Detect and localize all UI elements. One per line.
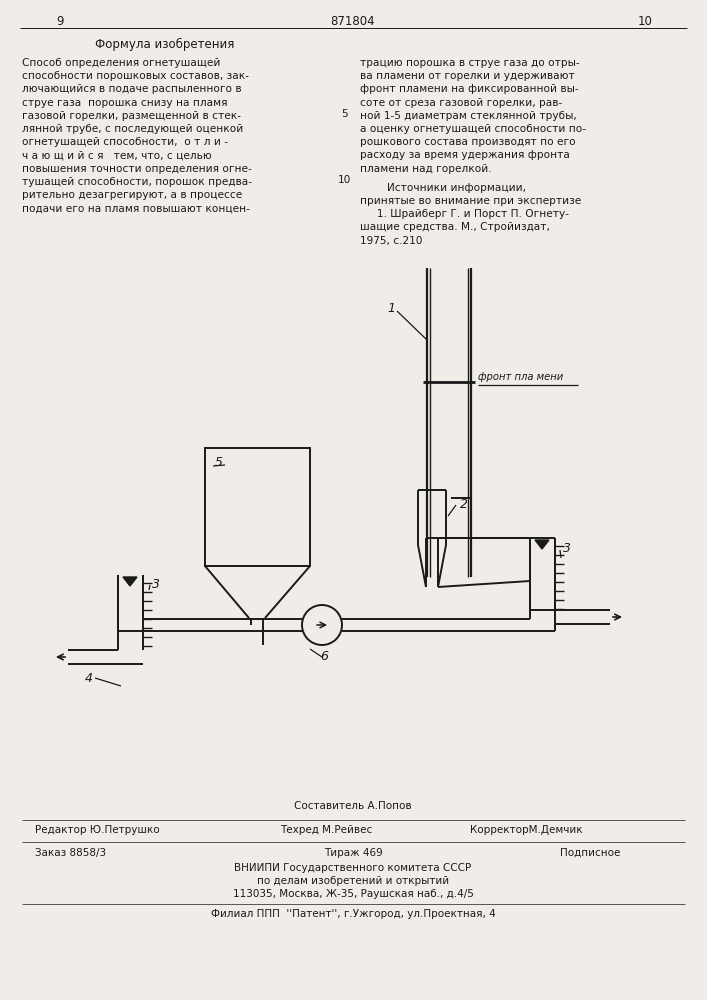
Text: фронт пла мени: фронт пла мени <box>478 372 563 382</box>
Text: 9: 9 <box>57 15 64 28</box>
Text: лянной трубе, с последующей оценкой: лянной трубе, с последующей оценкой <box>22 124 243 134</box>
Text: Филиал ППП  ''Патент'', г.Ужгород, ул.Проектная, 4: Филиал ППП ''Патент'', г.Ужгород, ул.Про… <box>211 909 496 919</box>
Text: 4: 4 <box>85 672 93 685</box>
Polygon shape <box>123 577 137 586</box>
Text: Формула изобретения: Формула изобретения <box>95 38 235 51</box>
Text: Тираж 469: Тираж 469 <box>324 848 382 858</box>
Text: Источники информации,: Источники информации, <box>360 183 526 193</box>
Text: принятые во внимание при экспертизе: принятые во внимание при экспертизе <box>360 196 581 206</box>
Text: ч а ю щ и й с я   тем, что, с целью: ч а ю щ и й с я тем, что, с целью <box>22 150 212 160</box>
Text: 2: 2 <box>460 498 468 511</box>
Text: ной 1-5 диаметрам стеклянной трубы,: ной 1-5 диаметрам стеклянной трубы, <box>360 111 577 121</box>
Text: подачи его на пламя повышают концен-: подачи его на пламя повышают концен- <box>22 203 250 213</box>
Text: пламени над горелкой.: пламени над горелкой. <box>360 164 491 174</box>
Text: Способ определения огнетушащей: Способ определения огнетушащей <box>22 58 221 68</box>
Text: Подписное: Подписное <box>560 848 620 858</box>
Text: 1975, с.210: 1975, с.210 <box>360 236 423 246</box>
Text: лючающийся в подаче распыленного в: лючающийся в подаче распыленного в <box>22 84 242 94</box>
Text: Составитель А.Попов: Составитель А.Попов <box>294 801 411 811</box>
Text: 6: 6 <box>320 650 328 663</box>
Text: 3: 3 <box>152 578 160 591</box>
Text: по делам изобретений и открытий: по делам изобретений и открытий <box>257 876 449 886</box>
Text: расходу за время удержания фронта: расходу за время удержания фронта <box>360 150 570 160</box>
Text: КорректорМ.Демчик: КорректорМ.Демчик <box>470 825 583 835</box>
Text: ВНИИПИ Государственного комитета СССР: ВНИИПИ Государственного комитета СССР <box>235 863 472 873</box>
Text: 1. Шрайберг Г. и Порст П. Огнету-: 1. Шрайберг Г. и Порст П. Огнету- <box>360 209 569 219</box>
Text: 113035, Москва, Ж-35, Раушская наб., д.4/5: 113035, Москва, Ж-35, Раушская наб., д.4… <box>233 889 474 899</box>
Text: Техред М.Рейвес: Техред М.Рейвес <box>280 825 373 835</box>
Polygon shape <box>535 540 549 549</box>
Text: 10: 10 <box>638 15 653 28</box>
Text: ва пламени от горелки и удерживают: ва пламени от горелки и удерживают <box>360 71 575 81</box>
Text: тушащей способности, порошок предва-: тушащей способности, порошок предва- <box>22 177 252 187</box>
Text: 10: 10 <box>339 175 351 185</box>
Text: а оценку огнетушащей способности по-: а оценку огнетушащей способности по- <box>360 124 586 134</box>
Text: струе газа  порошка снизу на пламя: струе газа порошка снизу на пламя <box>22 98 228 108</box>
Text: Редактор Ю.Петрушко: Редактор Ю.Петрушко <box>35 825 160 835</box>
Text: огнетушащей способности,  о т л и -: огнетушащей способности, о т л и - <box>22 137 228 147</box>
Text: шащие средства. М., Стройиздат,: шащие средства. М., Стройиздат, <box>360 222 550 232</box>
Text: Заказ 8858/3: Заказ 8858/3 <box>35 848 106 858</box>
Text: рошкового состава производят по его: рошкового состава производят по его <box>360 137 575 147</box>
Text: 5: 5 <box>341 109 349 119</box>
Text: 3: 3 <box>563 542 571 555</box>
Text: 5: 5 <box>215 456 223 469</box>
Text: 1: 1 <box>387 302 395 315</box>
Text: способности порошковых составов, зак-: способности порошковых составов, зак- <box>22 71 249 81</box>
Text: трацию порошка в струе газа до отры-: трацию порошка в струе газа до отры- <box>360 58 580 68</box>
Text: 871804: 871804 <box>331 15 375 28</box>
Text: соте от среза газовой горелки, рав-: соте от среза газовой горелки, рав- <box>360 98 562 108</box>
Text: фронт пламени на фиксированной вы-: фронт пламени на фиксированной вы- <box>360 84 578 94</box>
Text: повышения точности определения огне-: повышения точности определения огне- <box>22 164 252 174</box>
Text: газовой горелки, размещенной в стек-: газовой горелки, размещенной в стек- <box>22 111 241 121</box>
Text: рительно дезагрегируют, а в процессе: рительно дезагрегируют, а в процессе <box>22 190 243 200</box>
Bar <box>205 448 310 566</box>
